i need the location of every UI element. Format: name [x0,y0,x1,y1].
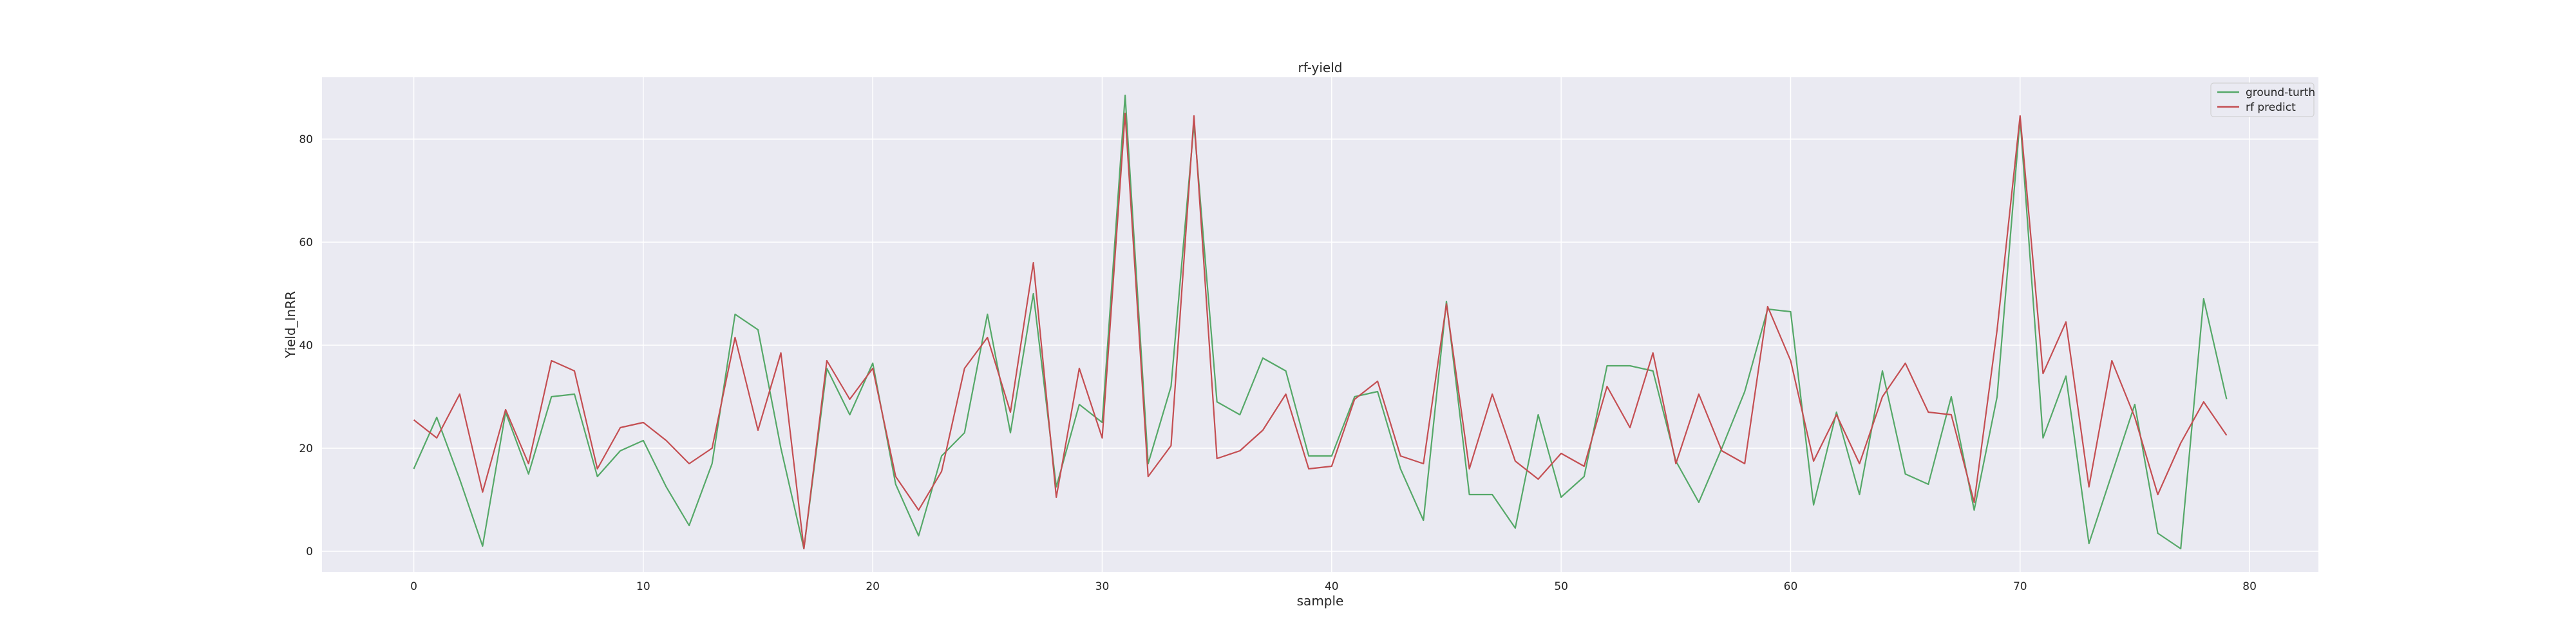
x-tick-label: 0 [410,580,417,593]
legend-label-rf-predict: rf predict [2246,101,2296,114]
legend-label-ground-turth: ground-turth [2246,86,2315,99]
series-line-ground-turth [413,94,2228,550]
x-tick-label: 50 [1554,580,1568,593]
x-tick-label: 60 [1784,580,1798,593]
x-tick-label: 30 [1095,580,1110,593]
grid [322,77,2318,572]
plot-area [322,77,2318,572]
x-tick-label: 20 [866,580,880,593]
x-tick-label: 80 [2242,580,2257,593]
y-tick-label: 20 [299,442,313,455]
x-tick-label: 10 [636,580,650,593]
series-line-rf-predict [413,112,2228,550]
series-lines [413,94,2228,550]
y-tick-label: 80 [299,133,313,146]
y-tick-label: 40 [299,339,313,352]
x-tick-label: 40 [1325,580,1339,593]
y-tick-labels: 0 20 40 60 80 [299,133,313,558]
legend: ground-turth rf predict [2210,82,2315,117]
x-axis-label: sample [1297,593,1344,609]
chart-title: rf-yield [1298,60,1343,75]
x-tick-labels: 0 10 20 30 40 50 60 70 80 [410,580,2257,593]
x-tick-label: 70 [2013,580,2027,593]
y-axis-label: Yield_InRR [283,291,298,359]
y-tick-label: 60 [299,236,313,249]
y-tick-label: 0 [306,545,313,558]
